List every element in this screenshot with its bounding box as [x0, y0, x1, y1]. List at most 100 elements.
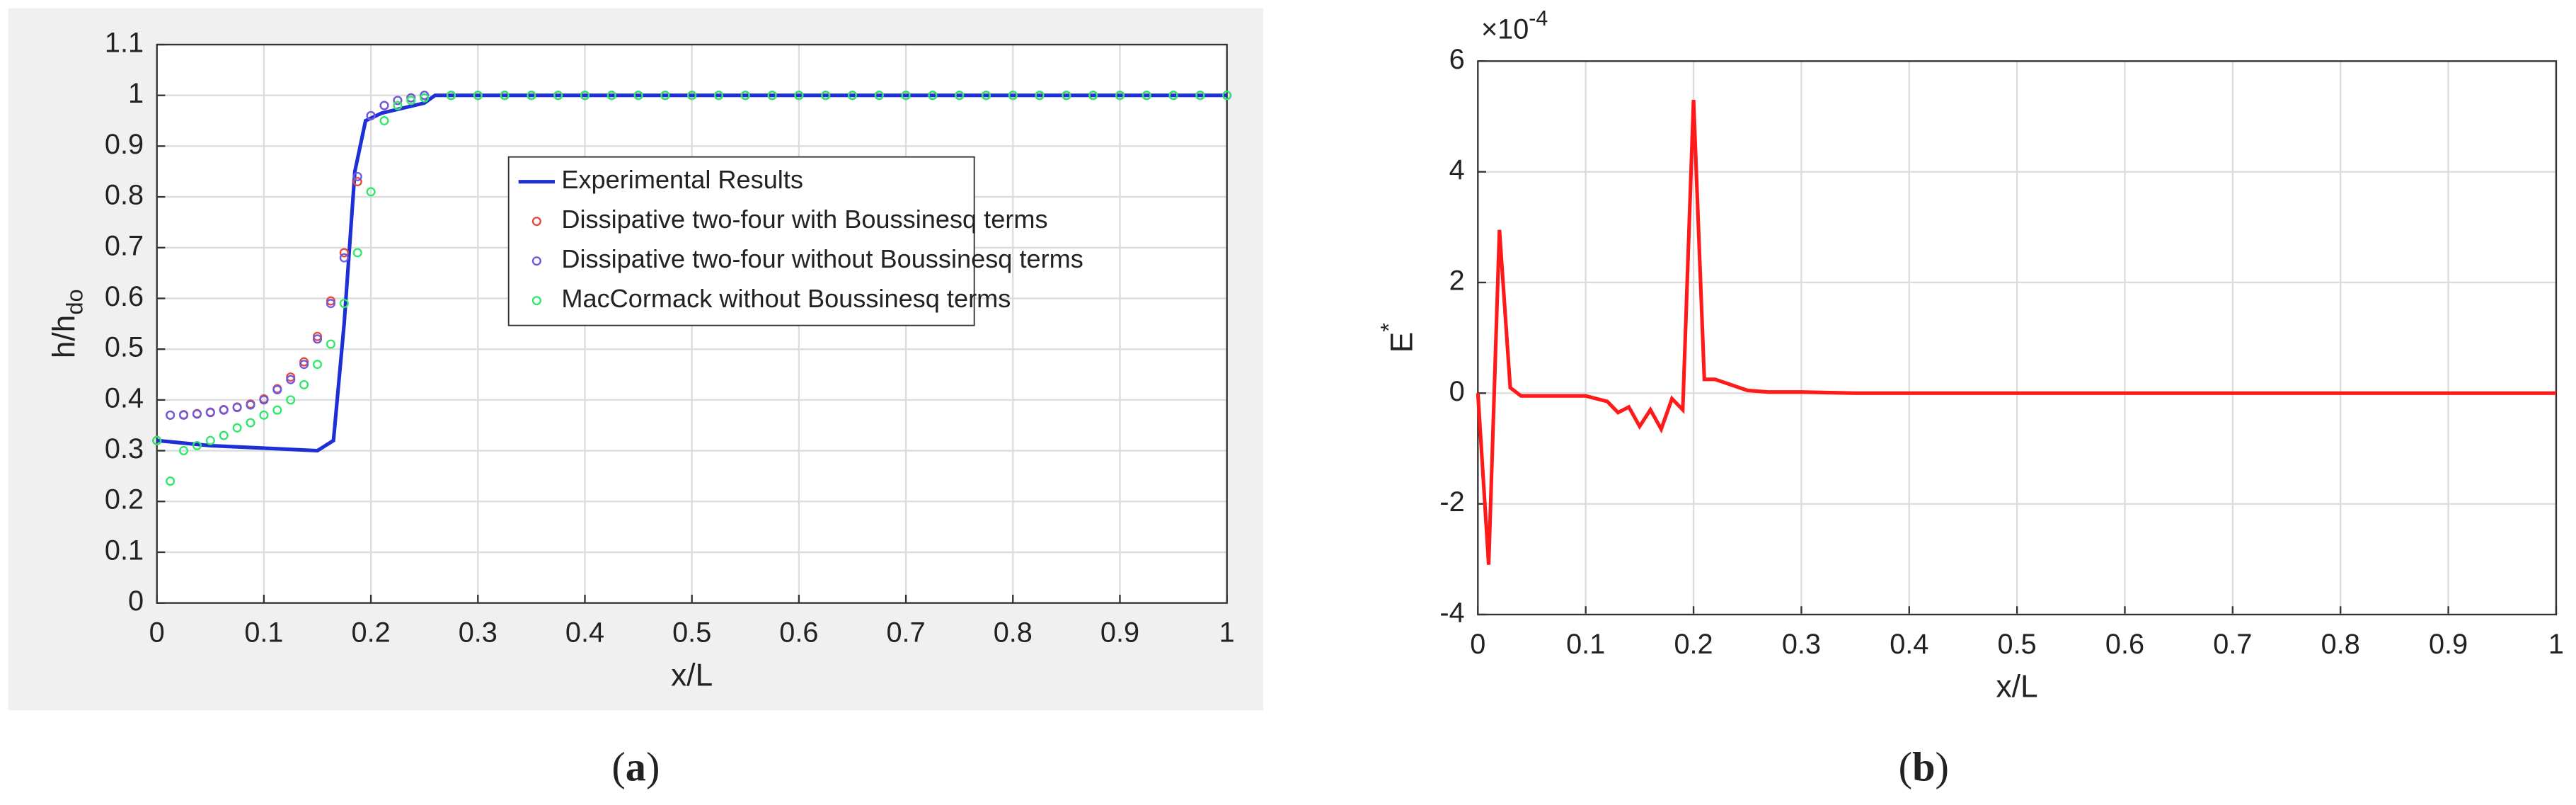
data-marker [352, 177, 362, 187]
data-marker [178, 410, 189, 420]
x-axis-label: x/L [671, 658, 713, 692]
data-marker [379, 101, 389, 110]
data-marker [446, 91, 456, 101]
x-tick-label: 0.3 [1782, 629, 1821, 660]
data-marker [312, 334, 323, 344]
y-multiplier-exponent: -4 [1529, 7, 1548, 30]
data-marker [406, 96, 416, 105]
legend-label: Experimental Results [561, 165, 803, 194]
y-tick-label: 0.6 [105, 281, 144, 312]
data-marker [393, 101, 403, 110]
data-marker [326, 339, 335, 349]
x-tick-label: 0.7 [887, 617, 926, 648]
caption: (b) [1899, 744, 1949, 790]
data-marker [1035, 91, 1045, 101]
y-tick-label: -2 [1439, 486, 1464, 518]
x-tick-label: 0.2 [352, 617, 391, 648]
data-marker [901, 91, 911, 101]
data-marker [299, 379, 309, 389]
data-marker [847, 91, 858, 101]
y-tick-label: 1 [128, 78, 144, 109]
legend-box [507, 156, 975, 326]
data-marker [299, 360, 309, 370]
y-tick-label: 6 [1449, 44, 1465, 75]
x-tick-label: 1 [2548, 629, 2564, 660]
caption-part: ( [611, 744, 625, 790]
data-marker [740, 91, 750, 101]
x-tick-label: 0.3 [459, 617, 498, 648]
data-marker [928, 91, 938, 101]
data-marker [420, 93, 430, 103]
data-marker [1115, 91, 1125, 101]
data-marker [246, 400, 255, 410]
data-marker [1088, 91, 1098, 101]
y-axis-label: E* [1375, 323, 1419, 353]
y-axis-label-superscript: * [1375, 323, 1401, 332]
x-axis-label: x/L [1996, 670, 2038, 704]
y-tick-label: 0.7 [105, 230, 144, 261]
data-marker [326, 299, 335, 309]
data-marker [178, 446, 189, 456]
data-marker [192, 440, 202, 450]
data-marker [1195, 91, 1205, 101]
data-marker [246, 418, 255, 428]
y-tick-label: 2 [1449, 265, 1465, 296]
x-tick-label: 0.2 [1674, 629, 1713, 660]
data-marker [205, 435, 215, 445]
y-tick-label: 0.2 [105, 484, 144, 515]
y-tick-label: 0.5 [105, 332, 144, 363]
data-marker [366, 187, 376, 197]
y-multiplier: ×10-4 [1481, 7, 1548, 45]
x-tick-label: 0.4 [565, 617, 604, 648]
data-marker [259, 395, 269, 405]
caption-part: ) [646, 744, 660, 790]
y-axis-label-main: E [1384, 332, 1419, 353]
y-tick-label: 0 [1449, 376, 1465, 407]
data-marker [580, 91, 590, 101]
data-marker [352, 248, 362, 258]
y-tick-label: 0.3 [105, 433, 144, 464]
data-marker [794, 91, 804, 101]
data-marker [687, 91, 697, 101]
legend-label: Dissipative two-four without Boussinesq … [561, 244, 1083, 273]
y-tick-label: 0.8 [105, 180, 144, 211]
data-marker [272, 384, 282, 395]
data-marker [339, 299, 349, 309]
x-tick-label: 0.8 [2321, 629, 2360, 660]
data-marker [473, 91, 483, 101]
x-tick-label: 0 [149, 617, 165, 648]
data-marker [874, 91, 884, 101]
y-tick-label: 0.4 [105, 382, 144, 413]
x-tick-label: 0.9 [2429, 629, 2468, 660]
data-marker [1062, 91, 1071, 101]
data-marker [767, 91, 777, 101]
caption-part: a [626, 744, 646, 790]
x-tick-label: 0.5 [1998, 629, 2037, 660]
y-tick-label: 1.1 [105, 27, 144, 58]
legend-swatch [531, 217, 541, 227]
data-marker [955, 91, 965, 101]
data-marker [660, 91, 670, 101]
x-tick-label: 0.5 [672, 617, 711, 648]
plot-frame [156, 43, 1228, 604]
x-tick-label: 0.4 [1890, 629, 1928, 660]
data-marker [259, 410, 269, 420]
y-axis-label-main: h/h [47, 315, 81, 359]
x-tick-label: 0.8 [994, 617, 1033, 648]
data-marker [286, 375, 296, 384]
data-marker [152, 435, 162, 445]
data-marker [219, 430, 229, 440]
data-marker [339, 248, 349, 258]
legend-swatch [531, 296, 541, 306]
data-marker [713, 91, 724, 101]
caption-part: b [1912, 744, 1935, 790]
caption-part: ) [1936, 744, 1949, 790]
data-marker [286, 395, 296, 405]
data-line [156, 93, 1227, 453]
y-axis-label: h/hdo [47, 289, 87, 358]
y-tick-label: 0 [128, 586, 144, 617]
x-tick-label: 0.7 [2213, 629, 2252, 660]
data-marker [553, 91, 563, 101]
data-marker [393, 96, 403, 105]
